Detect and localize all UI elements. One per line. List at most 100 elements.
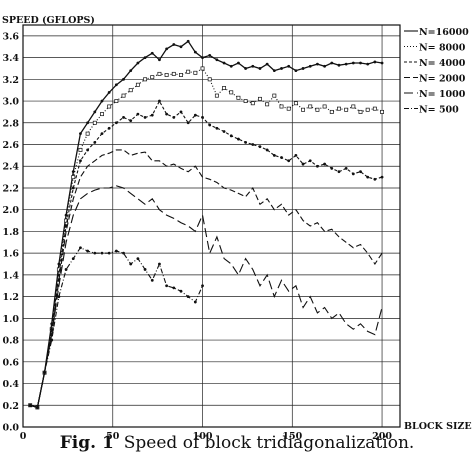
data-point	[301, 107, 306, 112]
data-point	[129, 69, 133, 73]
y-tick-label: 1.8	[2, 227, 19, 238]
y-tick-label: 3.6	[2, 31, 19, 42]
data-point	[359, 61, 362, 65]
data-point	[93, 251, 97, 255]
data-point	[93, 110, 97, 114]
data-point	[122, 115, 125, 119]
data-point	[323, 162, 326, 166]
data-point	[229, 90, 234, 95]
data-point	[344, 167, 348, 170]
data-point	[308, 159, 312, 163]
data-point	[114, 83, 118, 87]
data-point	[121, 93, 126, 98]
data-point	[179, 289, 183, 293]
data-point	[286, 106, 291, 111]
data-point	[323, 64, 326, 68]
y-tick-labels: 0.0 0.2 0.4 0.6 0.8 1.0 1.2 1.4 1.6 1.8 2.0 2.2 2.4 2…	[2, 31, 19, 433]
data-point	[158, 99, 161, 103]
data-point	[150, 51, 154, 55]
plot-frame	[22, 24, 401, 428]
data-point	[100, 132, 104, 136]
x-tick-label: 50	[106, 431, 120, 442]
data-point	[301, 162, 305, 166]
data-point	[186, 121, 190, 125]
series-line-4	[30, 149, 383, 409]
data-point	[143, 77, 148, 82]
data-point	[28, 403, 32, 407]
data-point	[287, 64, 291, 68]
data-point	[129, 119, 133, 123]
data-point	[308, 104, 313, 109]
y-tick-label: 3.4	[2, 53, 19, 64]
data-point	[316, 164, 319, 168]
data-point	[236, 95, 241, 100]
data-point	[229, 134, 233, 138]
data-point	[251, 64, 255, 68]
data-point	[365, 107, 370, 112]
data-point	[201, 115, 204, 119]
data-point	[200, 66, 205, 71]
data-point	[71, 186, 75, 190]
data-point	[186, 69, 191, 74]
data-point	[114, 121, 118, 125]
data-point	[79, 159, 82, 163]
series-line-2	[30, 67, 383, 409]
data-point	[351, 104, 356, 109]
data-point	[280, 67, 283, 70]
data-point	[57, 295, 61, 299]
y-tick-label: 0.0	[2, 423, 19, 434]
data-point	[301, 67, 305, 70]
x-tick-label: 150	[282, 431, 302, 442]
data-point	[201, 284, 204, 288]
data-point	[86, 249, 90, 253]
data-point	[359, 170, 362, 174]
data-point	[172, 43, 176, 46]
data-point	[157, 71, 162, 76]
data-point	[222, 86, 227, 90]
legend-label: N= 2000	[419, 74, 466, 85]
data-point	[258, 67, 262, 70]
data-point	[244, 67, 248, 70]
data-point	[64, 268, 68, 271]
x-axis-title: BLOCK SIZE	[404, 421, 472, 432]
data-point	[179, 110, 183, 114]
data-point	[279, 104, 284, 109]
y-tick-label: 3.0	[2, 97, 19, 108]
data-point	[293, 101, 298, 106]
grid	[23, 25, 400, 428]
data-point	[186, 39, 190, 43]
data-point	[50, 338, 54, 342]
series-line-5	[30, 185, 383, 409]
legend-label: N= 1000	[419, 89, 466, 100]
legend-label: N= 8000	[419, 43, 466, 54]
data-point	[337, 170, 341, 174]
data-point	[179, 73, 183, 77]
data-point	[100, 99, 104, 103]
series-line-1	[30, 40, 383, 409]
data-point	[79, 132, 82, 136]
data-point	[344, 107, 349, 112]
data-point	[150, 278, 154, 282]
data-point	[222, 130, 226, 133]
data-point	[287, 159, 291, 163]
data-point	[193, 50, 197, 54]
data-point	[222, 61, 226, 65]
data-point	[193, 113, 197, 117]
data-point	[107, 251, 111, 255]
data-point	[251, 143, 255, 146]
data-point	[122, 251, 125, 255]
data-point	[380, 61, 384, 65]
data-point	[215, 126, 219, 130]
data-point	[186, 295, 190, 299]
data-point	[265, 102, 270, 107]
data-point	[143, 115, 147, 119]
legend-label: N= 500	[419, 105, 459, 116]
data-point	[258, 96, 262, 101]
legend-label: N= 4000	[419, 58, 466, 69]
data-point	[172, 286, 176, 290]
data-point	[107, 90, 111, 94]
x-tick-label: 200	[372, 431, 392, 442]
y-tick-label: 2.4	[2, 162, 19, 173]
data-point	[337, 106, 341, 111]
data-point	[373, 177, 377, 181]
